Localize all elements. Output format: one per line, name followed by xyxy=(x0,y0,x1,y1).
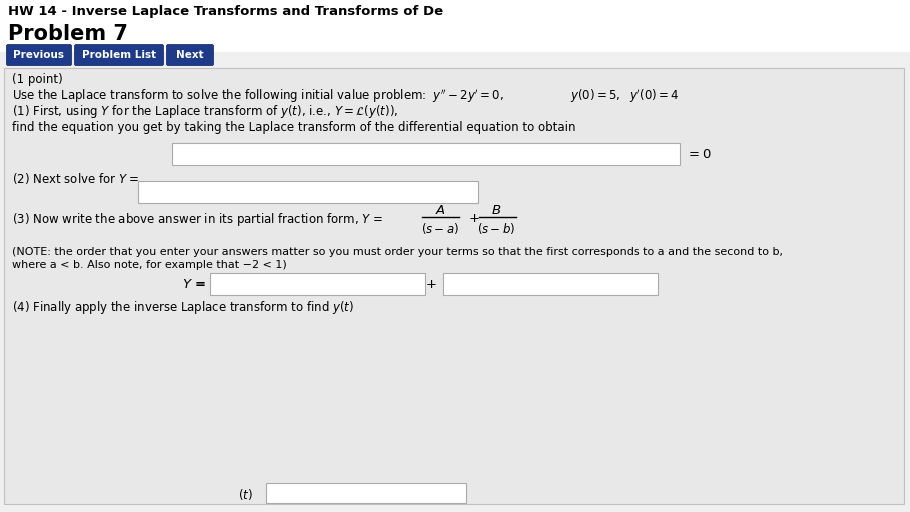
Text: Next: Next xyxy=(177,50,204,60)
Text: +: + xyxy=(426,278,437,290)
Text: (4) Finally apply the inverse Laplace transform to find $y(t)$: (4) Finally apply the inverse Laplace tr… xyxy=(12,298,354,315)
Text: $Y$ =: $Y$ = xyxy=(182,278,207,290)
Text: Previous: Previous xyxy=(14,50,65,60)
FancyBboxPatch shape xyxy=(6,45,72,66)
FancyBboxPatch shape xyxy=(75,45,164,66)
Text: $+$: $+$ xyxy=(468,212,480,225)
FancyBboxPatch shape xyxy=(4,68,904,504)
Text: where a < b. Also note, for example that −2 < 1): where a < b. Also note, for example that… xyxy=(12,260,287,270)
Text: Problem 7: Problem 7 xyxy=(8,24,128,44)
Text: (NOTE: the order that you enter your answers matter so you must order your terms: (NOTE: the order that you enter your ans… xyxy=(12,247,783,257)
Text: find the equation you get by taking the Laplace transform of the differential eq: find the equation you get by taking the … xyxy=(12,120,575,134)
Text: $y(0) = 5,\ \ y'(0) = 4$: $y(0) = 5,\ \ y'(0) = 4$ xyxy=(570,87,680,105)
Text: (1) First, using $Y$ for the Laplace transform of $y(t)$, i.e., $Y = \mathcal{L}: (1) First, using $Y$ for the Laplace tra… xyxy=(12,103,399,120)
Text: Problem List: Problem List xyxy=(82,50,156,60)
Text: (2) Next solve for $Y$ =: (2) Next solve for $Y$ = xyxy=(12,170,139,185)
Text: (3) Now write the above answer in its partial fraction form, $Y$ =: (3) Now write the above answer in its pa… xyxy=(12,210,383,227)
FancyBboxPatch shape xyxy=(138,181,478,203)
Text: Use the Laplace transform to solve the following initial value problem:  $y'' - : Use the Laplace transform to solve the f… xyxy=(12,87,504,105)
Text: $(t)$: $(t)$ xyxy=(238,486,253,501)
Text: (1 point): (1 point) xyxy=(12,74,63,87)
FancyBboxPatch shape xyxy=(266,483,466,503)
Text: $(s - b)$: $(s - b)$ xyxy=(477,221,515,236)
FancyBboxPatch shape xyxy=(0,0,910,52)
FancyBboxPatch shape xyxy=(443,273,658,295)
Text: $= 0$: $= 0$ xyxy=(686,147,712,160)
Text: $A$: $A$ xyxy=(435,203,445,217)
FancyBboxPatch shape xyxy=(167,45,214,66)
Text: $B$: $B$ xyxy=(490,203,501,217)
Text: $(s - a)$: $(s - a)$ xyxy=(421,221,459,236)
FancyBboxPatch shape xyxy=(210,273,425,295)
FancyBboxPatch shape xyxy=(172,143,680,165)
Text: HW 14 - Inverse Laplace Transforms and Transforms of De: HW 14 - Inverse Laplace Transforms and T… xyxy=(8,5,443,17)
